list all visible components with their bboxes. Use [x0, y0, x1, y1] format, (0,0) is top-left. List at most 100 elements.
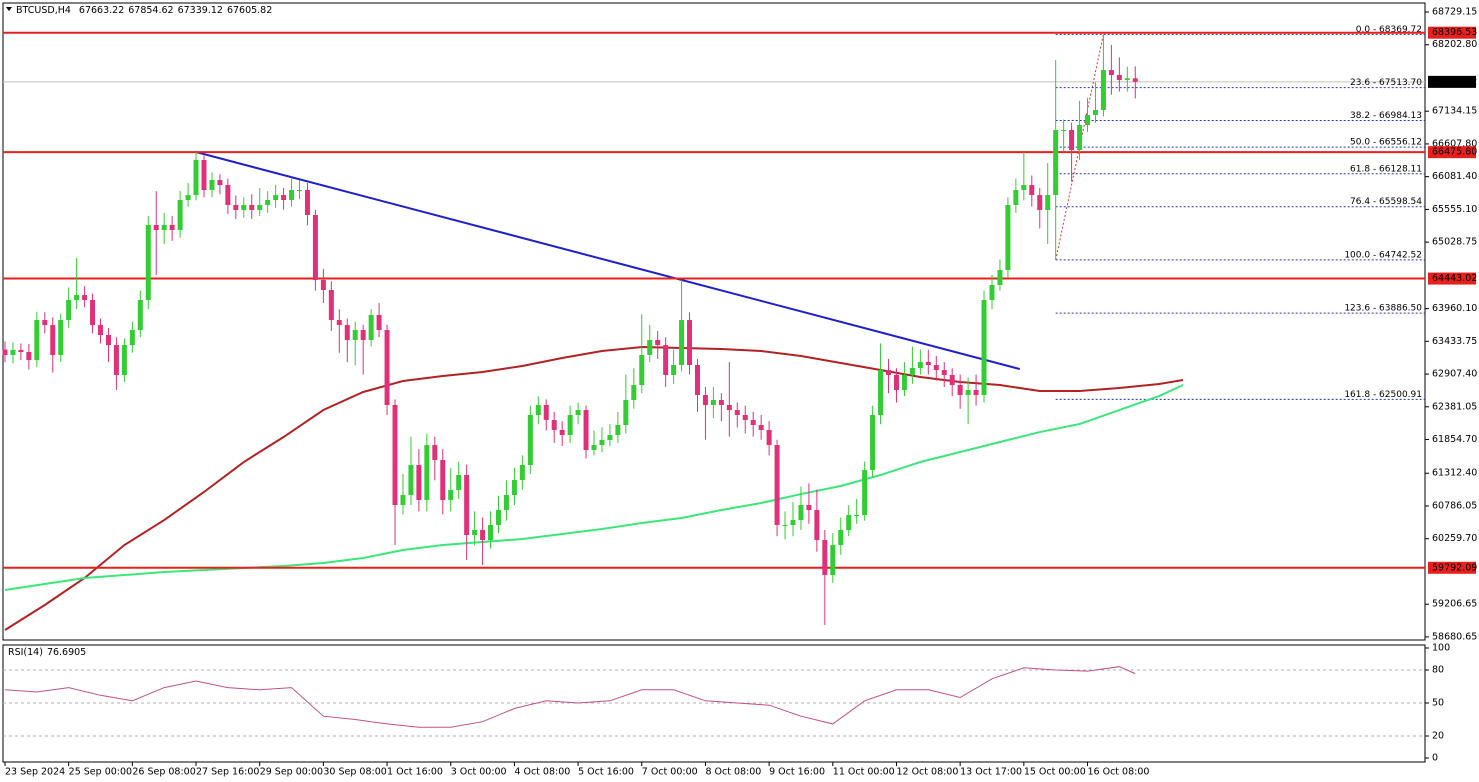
candle-body — [1013, 190, 1019, 205]
candle-body — [129, 329, 135, 346]
candle-body — [1021, 185, 1027, 191]
candle-body — [376, 315, 382, 330]
candle-body — [488, 525, 494, 541]
candle-body — [965, 390, 971, 396]
x-tick-label: 16 Oct 08:00 — [1088, 767, 1150, 778]
y-tick-label: 61854.70 — [1432, 434, 1477, 445]
candle-body — [74, 295, 80, 301]
candle-body — [105, 335, 111, 346]
candle-body — [336, 320, 342, 326]
candle-body — [440, 460, 446, 501]
current-price-label: 67605.82 — [1432, 76, 1477, 87]
candle-body — [687, 320, 693, 366]
candle-body — [981, 300, 987, 396]
candle-body — [1037, 195, 1043, 211]
candle-body — [273, 195, 279, 201]
x-tick-label: 26 Sep 08:00 — [132, 767, 195, 778]
moving-average — [4, 346, 1184, 631]
candle-body — [1077, 125, 1083, 151]
candle-body — [623, 400, 629, 426]
candle-body — [949, 375, 955, 386]
x-tick-label: 7 Oct 00:00 — [642, 767, 698, 778]
y-tick-label: 65555.10 — [1432, 204, 1477, 215]
main-panel — [2, 2, 1426, 641]
x-tick-label: 13 Oct 17:00 — [960, 767, 1022, 778]
candle-body — [456, 475, 462, 491]
candle-body — [98, 325, 104, 336]
candle-body — [10, 350, 16, 355]
candle-body — [352, 329, 358, 341]
x-tick-label: 3 Oct 00:00 — [451, 767, 507, 778]
fib-label: 0.0 - 68369.72 — [1356, 25, 1422, 35]
y-tick-label: 68202.80 — [1432, 39, 1477, 50]
candle-body — [870, 415, 876, 471]
y-tick-label: 67134.15 — [1432, 106, 1477, 117]
candle-body — [854, 515, 860, 517]
rsi-value: 76.6905 — [47, 647, 86, 658]
low: 67339.12 — [178, 5, 223, 16]
candle-body — [161, 225, 167, 230]
candle-body — [893, 375, 899, 391]
y-tick-label: 66081.40 — [1432, 171, 1477, 182]
candle-body — [726, 404, 732, 411]
candle-body — [42, 320, 48, 326]
candle-body — [249, 204, 255, 211]
x-tick-label: 30 Sep 08:00 — [323, 767, 386, 778]
candle-body — [169, 225, 175, 230]
candle-body — [575, 410, 581, 416]
high: 67854.62 — [128, 5, 173, 16]
rsi-title: RSI(14) — [8, 647, 43, 658]
candle-body — [368, 315, 374, 341]
candle-body — [814, 510, 820, 541]
candle-body — [830, 545, 836, 576]
candle-body — [535, 404, 541, 416]
candle-body — [917, 362, 923, 368]
candle-body — [511, 479, 517, 496]
candle-body — [750, 420, 756, 426]
candle-body — [50, 325, 56, 355]
candle-body — [201, 160, 207, 191]
fib-label: 50.0 - 66556.12 — [1350, 138, 1422, 148]
candle-body — [718, 400, 724, 405]
candle-body — [416, 465, 422, 501]
candle-body — [519, 465, 525, 480]
candle-body — [424, 445, 430, 501]
candle-body — [392, 404, 398, 505]
candle-body — [464, 475, 470, 536]
candle-body — [472, 529, 478, 536]
candle-body — [289, 190, 295, 201]
candle-body — [790, 520, 796, 526]
rsi-header: RSI(14) 76.6905 — [8, 647, 86, 658]
x-tick-label: 1 Oct 16:00 — [387, 767, 443, 778]
candle-body — [233, 204, 239, 211]
candle-body — [1116, 75, 1122, 80]
candle-body — [878, 370, 884, 416]
candle-body — [193, 160, 199, 196]
candle-body — [806, 504, 812, 511]
candle-body — [607, 435, 613, 441]
level-label: 59792.09 — [1432, 562, 1477, 573]
candle-body — [26, 352, 32, 361]
candle-body — [933, 365, 939, 371]
candle-body — [543, 404, 549, 421]
x-tick-label: 8 Oct 08:00 — [705, 767, 761, 778]
candle-body — [989, 285, 995, 301]
x-tick-label: 9 Oct 16:00 — [769, 767, 825, 778]
x-tick-label: 25 Sep 00:00 — [69, 767, 132, 778]
candle-body — [257, 204, 263, 211]
candle-body — [671, 365, 677, 376]
candle-body — [121, 345, 127, 376]
candle-body — [822, 540, 828, 576]
rsi-tick-label: 100 — [1432, 643, 1450, 654]
candle-body — [296, 190, 302, 192]
candle-body — [774, 445, 780, 526]
level-label: 68396.53 — [1432, 27, 1477, 38]
candle-body — [1132, 78, 1138, 82]
candle-body — [82, 295, 88, 301]
y-tick-label: 63433.75 — [1432, 336, 1477, 347]
candle-body — [1005, 204, 1011, 271]
x-tick-label: 11 Oct 00:00 — [833, 767, 895, 778]
candle-body — [551, 420, 557, 430]
fib-label: 23.6 - 67513.70 — [1350, 78, 1422, 88]
x-tick-label: 4 Oct 08:00 — [514, 767, 570, 778]
